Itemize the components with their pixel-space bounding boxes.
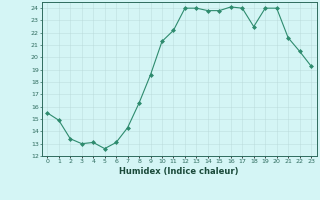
X-axis label: Humidex (Indice chaleur): Humidex (Indice chaleur) <box>119 167 239 176</box>
